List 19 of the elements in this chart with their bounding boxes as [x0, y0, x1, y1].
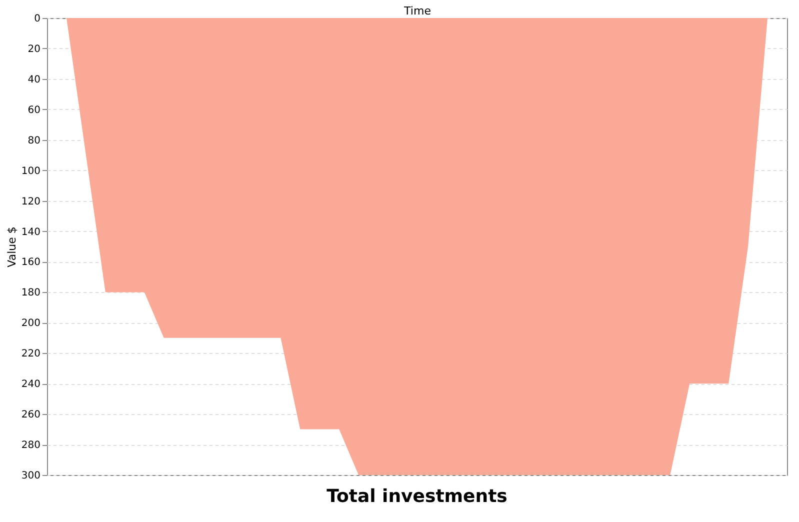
- y-tick-label: 220: [21, 348, 40, 360]
- y-axis-title: Value $: [5, 226, 18, 268]
- y-tick-label: 80: [28, 135, 40, 146]
- y-tick-label: 180: [21, 288, 40, 299]
- y-tick-label: 260: [21, 410, 40, 421]
- y-tick-label: 120: [21, 196, 40, 208]
- y-tick-label: 160: [21, 257, 40, 268]
- y-tick-label: 20: [28, 44, 40, 55]
- y-tick-label: 200: [21, 318, 40, 330]
- y-tick-label: 100: [21, 166, 40, 177]
- text: Total investments: [326, 486, 508, 507]
- y-tick-label: 280: [21, 440, 40, 452]
- y-tick-label: 140: [21, 226, 40, 238]
- y-tick-label: 300: [21, 470, 40, 482]
- y-tick-label: 60: [28, 104, 40, 116]
- x-axis-title: Time: [403, 4, 432, 18]
- y-tick-label: 240: [21, 379, 40, 390]
- y-tick-label: 0: [34, 14, 40, 24]
- y-tick-label: 40: [28, 74, 40, 86]
